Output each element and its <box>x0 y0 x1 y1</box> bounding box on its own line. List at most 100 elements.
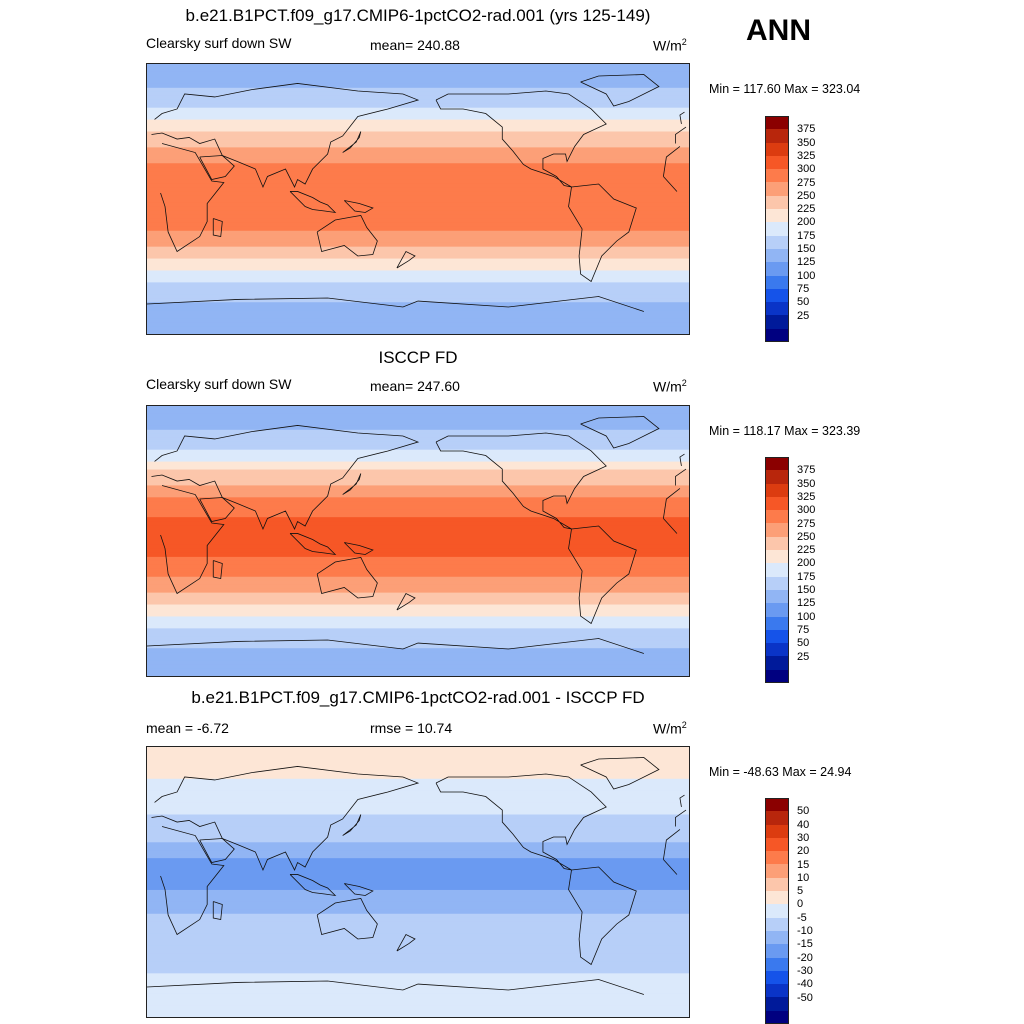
zonal-band <box>147 874 689 879</box>
panel1-colorbar-tick-label: 75 <box>797 282 810 295</box>
panel1-colorbar-segment <box>765 315 789 329</box>
zonal-band <box>147 254 689 260</box>
zonal-band <box>147 67 689 73</box>
coastline <box>675 809 687 827</box>
panel3-colorbar-tick-label: 40 <box>797 818 810 831</box>
zonal-band <box>147 838 689 843</box>
zonal-band <box>147 298 689 303</box>
zonal-band <box>147 87 689 93</box>
zonal-band <box>147 187 689 192</box>
coastline <box>289 191 337 214</box>
coastline <box>212 218 223 237</box>
panel1-colorbar-segment <box>765 155 789 170</box>
panel2-colorbar-segment <box>765 536 789 551</box>
coastline <box>316 898 378 940</box>
panel3-colorbar-tick-label: -10 <box>797 925 813 937</box>
zonal-band <box>147 834 689 839</box>
zonal-band <box>147 286 689 291</box>
panel1-colorbar-segment <box>765 288 789 303</box>
zonal-band <box>147 529 689 534</box>
zonal-band <box>147 230 689 236</box>
zonal-band <box>147 750 689 756</box>
panel1-colorbar-segment <box>765 275 789 289</box>
panel2-minmax: Min = 118.17 Max = 323.39 <box>709 424 861 438</box>
coastline <box>396 250 416 269</box>
coastline <box>568 183 637 283</box>
zonal-band <box>147 889 689 895</box>
panel1-colorbar-tick-label: 25 <box>797 309 810 322</box>
zonal-band <box>147 131 689 137</box>
zonal-band <box>147 469 689 475</box>
zonal-band <box>147 274 689 280</box>
zonal-band <box>147 441 689 447</box>
zonal-band <box>147 433 689 439</box>
panel3-colorbar-segment <box>765 904 789 918</box>
panel3-colorbar-tick-label: -15 <box>797 938 813 951</box>
panel1-colorbar-tick-label: 150 <box>797 243 816 255</box>
zonal-band <box>147 636 689 641</box>
zonal-band <box>147 409 689 415</box>
panel2-units: W/m2 <box>653 378 687 395</box>
zonal-band <box>147 159 689 164</box>
zonal-band <box>147 668 689 673</box>
zonal-band <box>147 965 689 970</box>
zonal-band <box>147 83 689 89</box>
zonal-band <box>147 572 689 578</box>
panel2-colorbar-segment <box>765 643 789 657</box>
zonal-band <box>147 786 689 792</box>
panel3-colorbar-tick-label: 30 <box>797 831 810 844</box>
panel3-title: b.e21.B1PCT.f09_g17.CMIP6-1pctCO2-rad.00… <box>191 688 645 707</box>
zonal-band <box>147 961 689 966</box>
panel2-colorbar-tick-label: 325 <box>797 490 816 503</box>
zonal-band <box>147 556 689 562</box>
panel2-map-svg <box>147 406 689 676</box>
coastline <box>396 933 416 952</box>
panel2-colorbar-tick-label: 100 <box>797 610 816 623</box>
panel1-map-svg <box>147 64 689 334</box>
panel1-colorbar-tick-label: 350 <box>797 136 816 149</box>
zonal-band <box>147 429 689 435</box>
panel1-mean: mean= 240.88 <box>370 37 460 53</box>
zonal-band <box>147 533 689 538</box>
coastline <box>342 814 362 836</box>
zonal-band <box>147 596 689 602</box>
panel2-colorbar-tick-label: 275 <box>797 517 816 530</box>
panel1-colorbar-segment <box>765 302 789 316</box>
zonal-band <box>147 406 689 411</box>
zonal-band <box>147 1013 689 1017</box>
zonal-band <box>147 71 689 77</box>
panel3-colorbar-segment <box>765 851 789 865</box>
zonal-band <box>147 790 689 796</box>
zonal-band <box>147 612 689 618</box>
zonal-band <box>147 199 689 204</box>
zonal-band <box>147 107 689 113</box>
zonal-band <box>147 576 689 582</box>
zonal-band <box>147 552 689 558</box>
zonal-band <box>147 822 689 828</box>
panel1-colorbar-tick-label: 200 <box>797 216 816 229</box>
zonal-band <box>147 826 689 831</box>
zonal-band <box>147 758 689 764</box>
panel1-colorbar-segment <box>765 328 789 343</box>
zonal-band <box>147 640 689 645</box>
panel1-colorbar-tick-label: 325 <box>797 149 816 162</box>
panel1-minmax: Min = 117.60 Max = 323.04 <box>709 82 861 96</box>
panel3-colorbar-segment <box>765 837 789 852</box>
zonal-band <box>147 933 689 939</box>
panel2-map <box>146 405 690 677</box>
zonal-band <box>147 242 689 248</box>
zonal-band <box>147 794 689 800</box>
zonal-band <box>147 648 689 653</box>
panel3-colorbar-tick-label: -30 <box>797 964 813 977</box>
coastline <box>417 979 644 995</box>
coastline <box>316 215 378 257</box>
zonal-band <box>147 664 689 669</box>
coastline <box>417 638 644 654</box>
panel1-colorbar-segment <box>765 195 789 210</box>
zonal-band <box>147 600 689 606</box>
zonal-band <box>147 901 689 907</box>
coastline <box>675 468 687 486</box>
zonal-band <box>147 766 689 772</box>
panel3-colorbar-tick-label: 10 <box>797 871 810 884</box>
zonal-band <box>147 238 689 244</box>
